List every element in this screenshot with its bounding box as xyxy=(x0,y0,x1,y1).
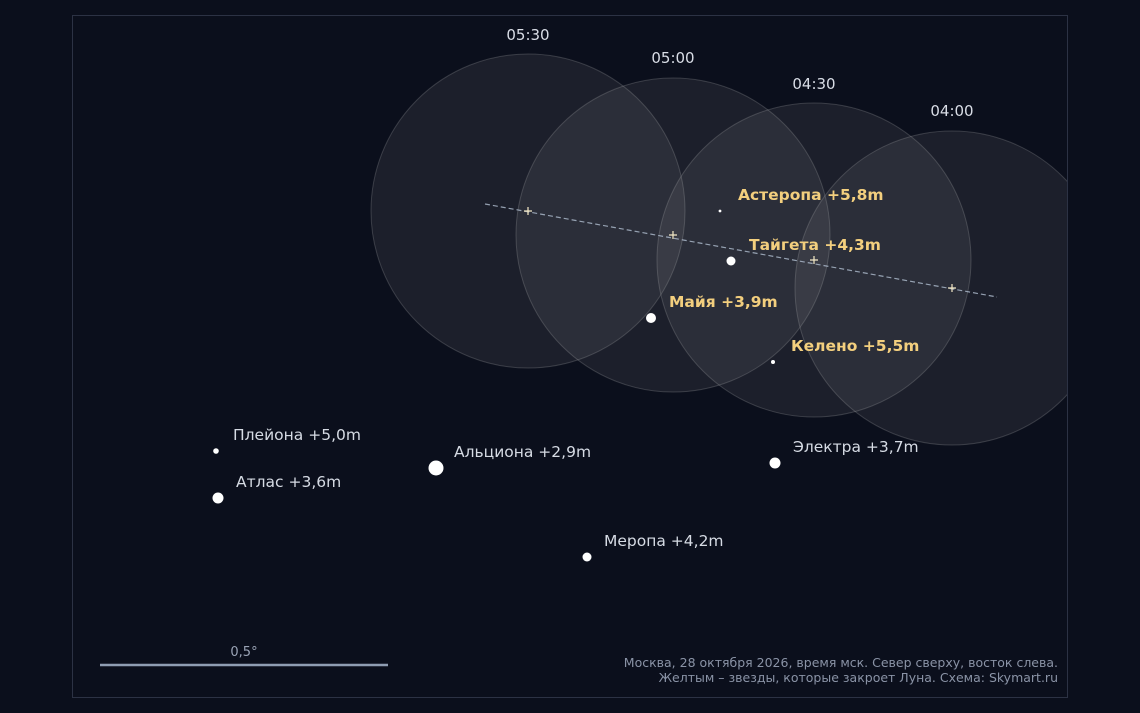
star-4 xyxy=(771,360,775,364)
star-8 xyxy=(769,457,781,469)
moon-center-mark-0400 xyxy=(948,284,956,292)
star-6 xyxy=(212,492,224,504)
credit-line-2: Желтым – звезды, которые закроет Луна. С… xyxy=(659,670,1058,685)
moon-time-label-0430: 04:30 xyxy=(792,75,835,93)
moon-time-label-0530: 05:30 xyxy=(506,26,549,44)
moon-center-marks-group xyxy=(524,207,956,292)
stars-group xyxy=(212,209,781,562)
moon-time-labels-group: 05:30 05:00 04:30 04:00 xyxy=(506,26,973,120)
moon-center-mark-0500 xyxy=(669,231,677,239)
star-5 xyxy=(213,448,219,454)
credit-line-1: Москва, 28 октября 2026, время мск. Севе… xyxy=(624,655,1058,670)
star-label-9: Меропа +4,2m xyxy=(604,532,724,550)
star-1 xyxy=(718,209,722,213)
chart-canvas: 05:30 05:00 04:30 04:00 Астеропа +5,8m Тайге… xyxy=(100,26,1067,685)
moon-disk-0400 xyxy=(794,130,1067,446)
scale-label: 0,5° xyxy=(230,645,257,660)
moon-time-label-0500: 05:00 xyxy=(651,49,694,67)
star-label-4: Келено +5,5m xyxy=(791,337,919,355)
star-labels-group: Астеропа +5,8m Тайгета +4,3m Майя +3,9m Кел… xyxy=(233,186,919,550)
star-label-7: Альциона +2,9m xyxy=(454,443,591,461)
star-label-5: Плейона +5,0m xyxy=(233,426,361,444)
star-label-2: Тайгета +4,3m xyxy=(749,236,881,254)
star-label-3: Майя +3,9m xyxy=(669,293,778,311)
star-7 xyxy=(428,460,444,476)
star-9 xyxy=(582,552,592,562)
occultation-chart: 05:30 05:00 04:30 04:00 Астеропа +5,8m Тайге… xyxy=(72,15,1068,698)
star-label-1: Астеропа +5,8m xyxy=(738,186,884,204)
star-2 xyxy=(726,256,736,266)
moon-path-line xyxy=(484,203,998,298)
star-3 xyxy=(646,313,656,323)
moon-time-label-0400: 04:00 xyxy=(930,102,973,120)
moon-center-mark-0430 xyxy=(810,256,818,264)
moon-center-mark-0530 xyxy=(524,207,532,215)
star-label-6: Атлас +3,6m xyxy=(236,473,341,491)
star-label-8: Электра +3,7m xyxy=(793,438,919,456)
